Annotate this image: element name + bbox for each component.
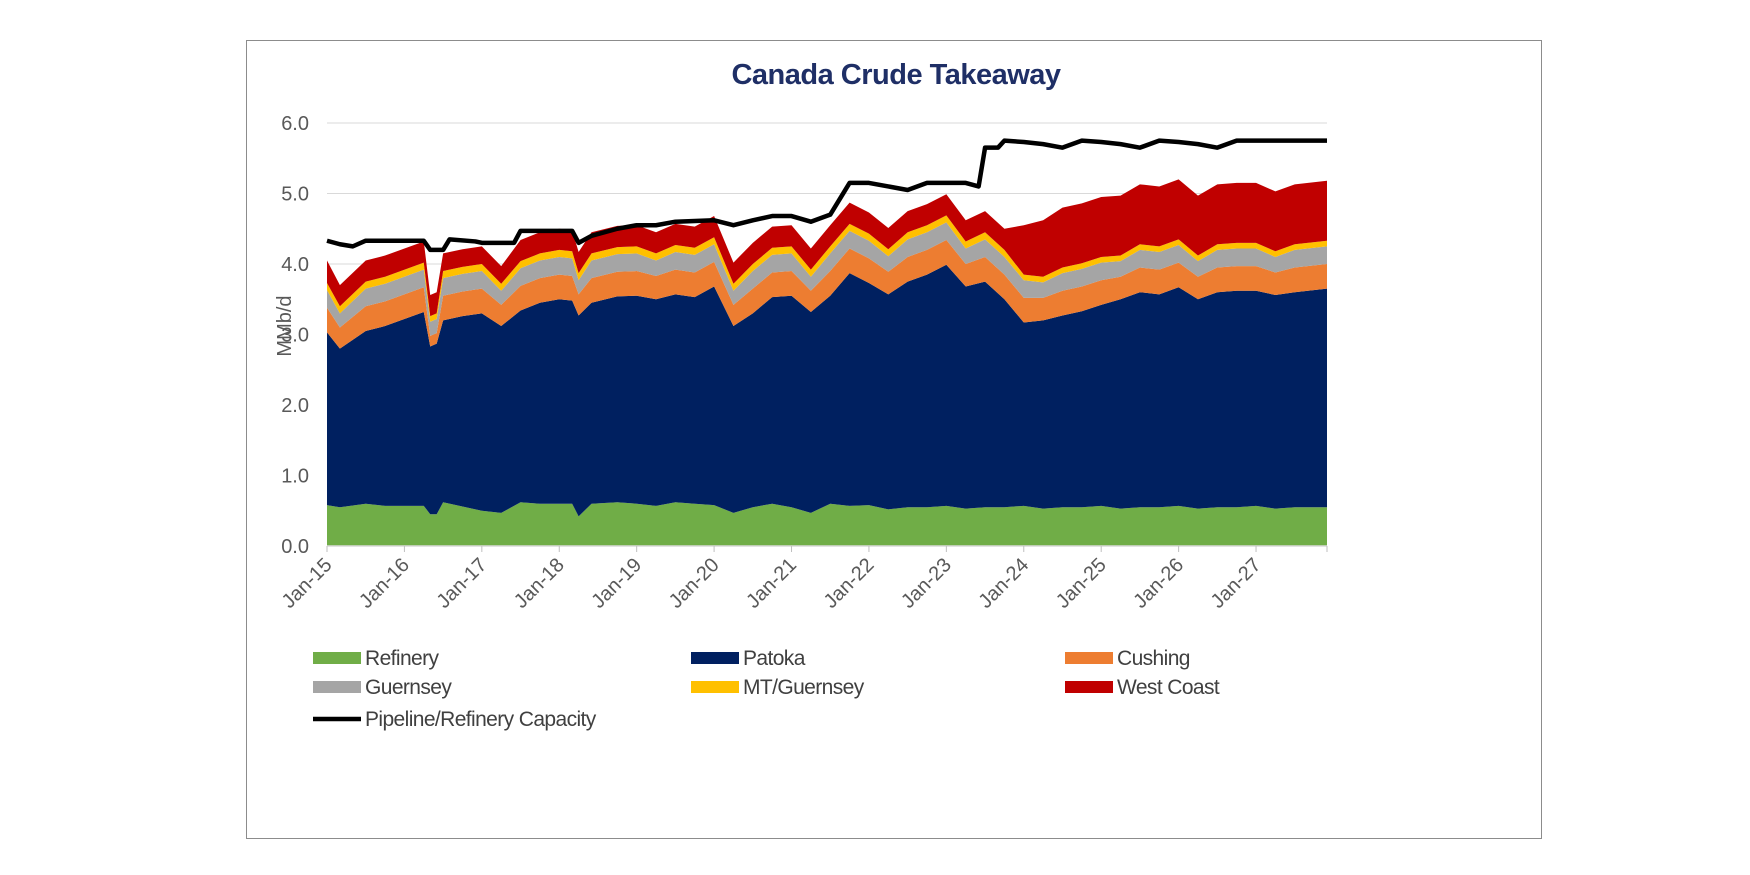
legend-swatch <box>691 681 739 693</box>
legend-swatch <box>1065 681 1113 693</box>
x-tick-label: Jan-15 <box>278 554 337 613</box>
x-tick-label: Jan-16 <box>355 554 414 613</box>
legend-item-mt-guernsey: MT/Guernsey <box>691 676 865 699</box>
legend: Refinery Patoka Cushing Guernsey MT/Guernsey… <box>313 647 1221 731</box>
y-axis-title: MMb/d <box>274 295 296 356</box>
x-tick-label: Jan-27 <box>1207 554 1266 613</box>
y-tick-label: 5.0 <box>281 184 309 206</box>
series-area-cushing <box>327 240 1327 349</box>
legend-item-cushing: Cushing <box>1065 647 1190 670</box>
x-tick-label: Jan-22 <box>820 554 879 613</box>
y-tick-label: 3.0 <box>281 325 309 347</box>
legend-item-refinery: Refinery <box>313 647 440 670</box>
x-tick-label: Jan-26 <box>1129 554 1188 613</box>
stacked-areas <box>327 179 1327 546</box>
legend-label: Guernsey <box>365 676 452 699</box>
x-tick-label: Jan-25 <box>1052 554 1111 613</box>
legend-label: Cushing <box>1117 647 1190 670</box>
x-tick-label: Jan-18 <box>510 554 569 613</box>
x-tick-label: Jan-17 <box>433 554 492 613</box>
x-tick-label: Jan-23 <box>897 554 956 613</box>
chart-svg: Canada Crude Takeaway 0.0 1.0 2.0 3.0 4.0 5.0… <box>274 59 1328 731</box>
x-tick-label: Jan-24 <box>975 554 1034 613</box>
legend-swatch <box>313 681 361 693</box>
legend-swatch <box>691 652 739 664</box>
x-tick-label: Jan-21 <box>742 554 801 613</box>
chart-frame: Canada Crude Takeaway 0.0 1.0 2.0 3.0 4.0 5.0… <box>246 40 1542 839</box>
series-area-patoka <box>327 264 1327 517</box>
x-tick-label: Jan-19 <box>587 554 646 613</box>
legend-label: Refinery <box>365 647 439 670</box>
series-area-refinery <box>327 502 1327 546</box>
y-tick-label: 2.0 <box>281 395 309 417</box>
series-area-guernsey <box>327 222 1327 336</box>
legend-label: Pipeline/Refinery Capacity <box>365 708 597 731</box>
legend-item-pipeline-refinery-capacity: Pipeline/Refinery Capacity <box>313 708 597 731</box>
legend-item-guernsey: Guernsey <box>313 676 453 699</box>
legend-label: Patoka <box>743 647 806 670</box>
x-tick-label: Jan-20 <box>665 554 724 613</box>
series-area-west-coast <box>327 179 1327 317</box>
legend-swatch <box>1065 652 1113 664</box>
series-line-pipeline-refinery-capacity <box>326 138 1327 253</box>
legend-label: MT/Guernsey <box>743 676 865 699</box>
legend-swatch <box>313 652 361 664</box>
capacity-line-layer <box>326 138 1327 253</box>
legend-item-west-coast: West Coast <box>1065 676 1221 699</box>
y-tick-label: 1.0 <box>281 466 309 488</box>
y-tick-label: 6.0 <box>281 113 309 135</box>
y-tick-label: 4.0 <box>281 254 309 276</box>
legend-label: West Coast <box>1117 676 1220 699</box>
y-tick-label: 0.0 <box>281 536 309 558</box>
chart-title: Canada Crude Takeaway <box>731 59 1060 91</box>
legend-item-patoka: Patoka <box>691 647 806 670</box>
